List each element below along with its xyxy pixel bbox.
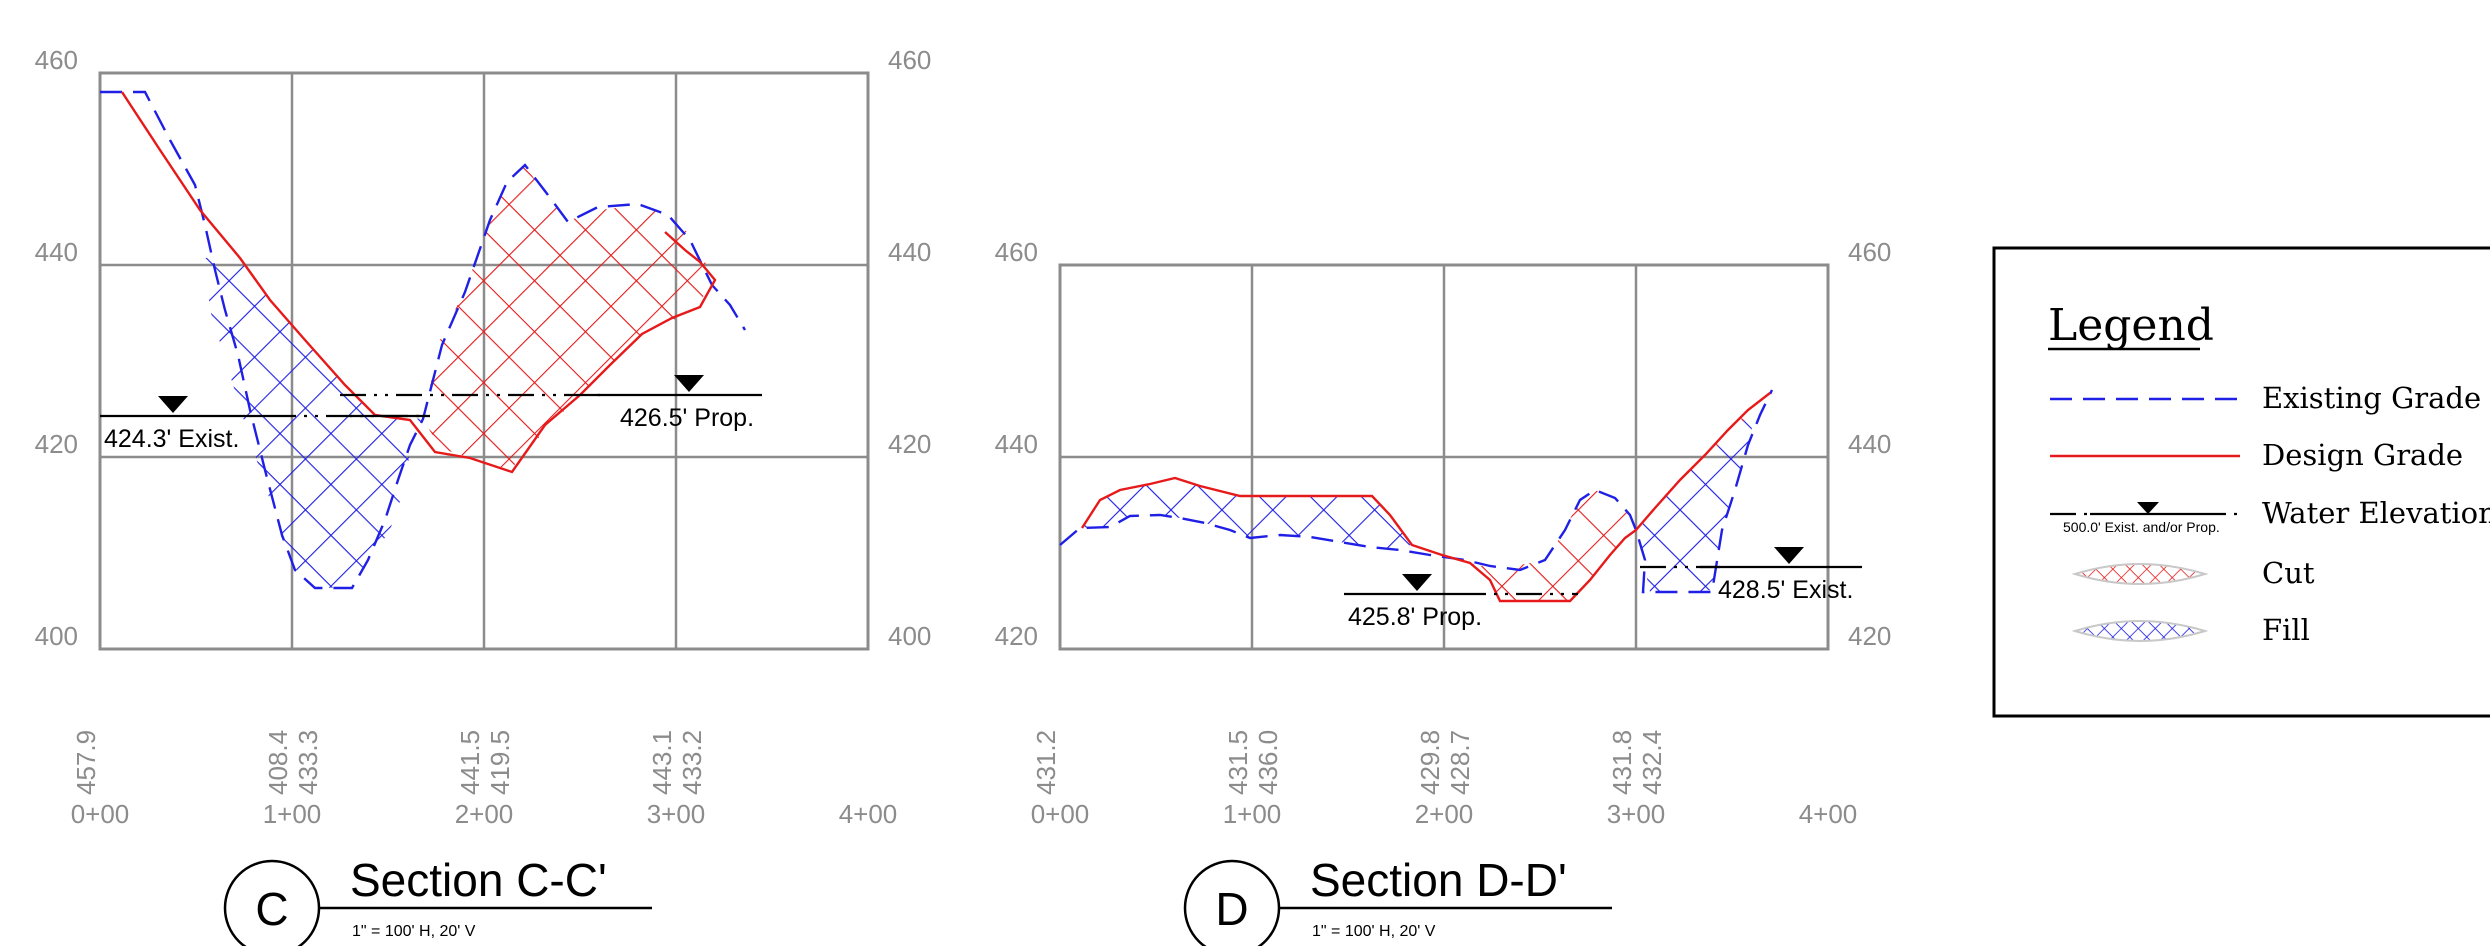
grade-label: 431.8 [1607,730,1637,795]
elevation-tick: 420 [995,621,1038,651]
station-tick: 3+00 [1607,799,1666,829]
cut-region [1412,490,1636,601]
fill-region [205,255,423,588]
elevation-tick: 420 [1848,621,1891,651]
legend-item-fill: Fill [2071,613,2310,647]
water-label-proposed: 425.8' Prop. [1348,603,1482,631]
legend-title: Legend [2048,300,2214,351]
section-d-title-block: D Section D-D' 1" = 100' H, 20' V [1183,854,1612,946]
cut-region [423,165,715,470]
grade-label: 408.4 [263,730,293,795]
water-triangle-icon [1402,574,1432,591]
legend-label: Fill [2262,613,2310,647]
legend-label: Existing Grade [2262,381,2481,415]
elevation-tick: 460 [888,45,931,75]
section-c: 460 440 420 400 460 440 420 400 424.3' E… [35,45,931,946]
section-c-stations: 0+00 1+00 2+00 3+00 4+00 [71,799,898,829]
water-label-existing: 428.5' Exist. [1718,576,1853,604]
legend-item-cut: Cut [2071,556,2315,590]
elevation-tick: 460 [35,45,78,75]
elevation-tick: 460 [1848,237,1891,267]
section-d: 460 440 420 460 440 420 425.8' Prop. [995,237,1891,946]
section-marker-letter: D [1215,883,1248,935]
grade-label: 441.5 [455,730,485,795]
section-c-title-block: C Section C-C' 1" = 100' H, 20' V [223,854,652,946]
water-triangle-icon [674,375,704,392]
section-c-water-proposed: 426.5' Prop. [340,375,762,432]
grade-label: 431.2 [1031,730,1061,795]
station-tick: 3+00 [647,799,706,829]
station-tick: 1+00 [263,799,322,829]
section-scale: 1" = 100' H, 20' V [1312,923,1436,940]
water-triangle-icon [1774,547,1804,564]
section-c-grade-labels: 457.9 408.4 433.3 441.5 419.5 443.1 433.… [71,730,707,795]
elevation-tick: 440 [995,429,1038,459]
elevation-tick: 460 [995,237,1038,267]
grade-label: 433.2 [677,730,707,795]
legend-label: Water Elevation [2262,496,2490,530]
grade-label: 428.7 [1445,730,1475,795]
legend-item-design-grade: Design Grade [2050,438,2463,472]
existing-grade-line [1059,389,1774,594]
grade-label: 443.1 [647,730,677,795]
water-label-proposed: 426.5' Prop. [620,404,754,432]
grade-label: 436.0 [1253,730,1283,795]
cut-swatch-icon [2071,563,2209,585]
section-d-water-existing: 428.5' Exist. [1640,547,1862,604]
elevation-tick: 420 [888,429,931,459]
section-c-elevation-left: 460 440 420 400 [35,45,78,651]
station-tick: 0+00 [1031,799,1090,829]
grade-label: 433.3 [293,730,323,795]
station-tick: 4+00 [839,799,898,829]
elevation-tick: 400 [888,621,931,651]
station-tick: 2+00 [1415,799,1474,829]
fill-swatch-icon [2071,620,2209,642]
station-tick: 0+00 [71,799,130,829]
legend-label: Design Grade [2262,438,2463,472]
water-sample-label: 500.0' Exist. and/or Prop. [2063,519,2220,535]
section-d-stations: 0+00 1+00 2+00 3+00 4+00 [1031,799,1858,829]
legend: Legend Existing Grade Design Grade 500.0… [1992,246,2490,718]
cut-region [1636,393,1770,530]
section-d-elevation-left: 460 440 420 [995,237,1038,651]
design-grade-line [1080,392,1771,603]
grade-label: 429.8 [1415,730,1445,795]
existing-grade-line [100,90,747,590]
grade-label: 457.9 [71,730,101,795]
design-grade-line [120,91,717,474]
section-d-water-proposed: 425.8' Prop. [1344,574,1578,631]
station-tick: 4+00 [1799,799,1858,829]
legend-label: Cut [2262,556,2315,590]
grade-label: 419.5 [485,730,515,795]
legend-item-water-elevation: 500.0' Exist. and/or Prop. Water Elevati… [2050,496,2490,535]
water-label-existing: 424.3' Exist. [104,425,239,453]
legend-item-existing-grade: Existing Grade [2050,381,2481,415]
section-d-grid [1058,263,1830,651]
water-triangle-icon [158,396,188,413]
section-c-elevation-right: 460 440 420 400 [888,45,931,651]
station-tick: 2+00 [455,799,514,829]
station-tick: 1+00 [1223,799,1282,829]
section-d-grade-labels: 431.2 431.5 436.0 429.8 428.7 431.8 432.… [1031,730,1667,795]
elevation-tick: 400 [35,621,78,651]
section-title: Section D-D' [1310,854,1567,906]
fill-region [1636,415,1755,592]
water-triangle-icon [2137,502,2159,514]
section-d-elevation-right: 460 440 420 [1848,237,1891,651]
grade-label: 431.5 [1223,730,1253,795]
elevation-tick: 440 [35,237,78,267]
section-title: Section C-C' [350,854,607,906]
legend-box [1992,246,2490,718]
section-marker-letter: C [255,883,288,935]
fill-region [1082,478,1412,548]
section-c-water-existing: 424.3' Exist. [100,396,430,453]
section-scale: 1" = 100' H, 20' V [352,923,476,940]
grade-label: 432.4 [1637,730,1667,795]
elevation-tick: 440 [1848,429,1891,459]
elevation-tick: 440 [888,237,931,267]
elevation-tick: 420 [35,429,78,459]
